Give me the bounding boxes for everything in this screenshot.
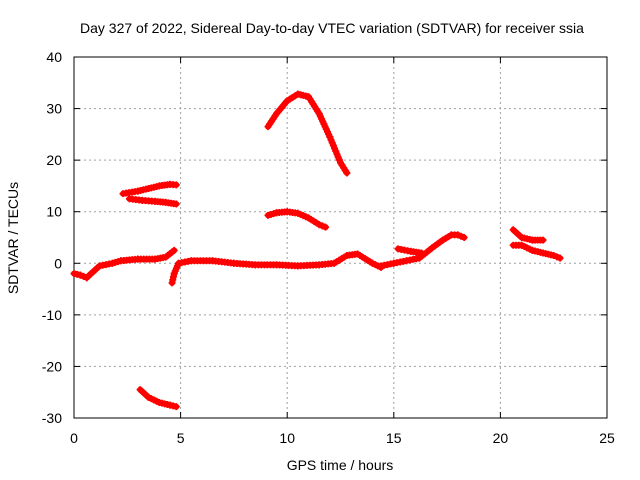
data-point-marker	[343, 169, 351, 177]
y-tick-label: -20	[42, 358, 62, 374]
x-tick-label: 5	[177, 430, 185, 446]
data-point-marker	[418, 249, 426, 257]
x-tick-labels: 0 5 10 15 20 25	[70, 430, 615, 446]
series-track-late-2	[509, 241, 564, 262]
data-point-marker	[172, 403, 180, 411]
x-tick-label: 25	[599, 430, 615, 446]
series-track-main-3	[377, 231, 468, 270]
data-point-marker	[172, 181, 180, 189]
series-track-hump-high	[264, 90, 351, 177]
x-tick-label: 10	[279, 430, 295, 446]
x-tick-label: 15	[386, 430, 402, 446]
data-point-marker	[457, 232, 465, 240]
data-point-marker	[318, 222, 326, 230]
y-axis-label: SDTVAR / TECUs	[5, 182, 21, 294]
series-track-upper-1	[119, 180, 180, 198]
series-track-main-1	[70, 246, 178, 282]
axis-ticks	[73, 56, 608, 419]
x-tick-label: 20	[493, 430, 509, 446]
data-point-marker	[553, 253, 561, 261]
data-point-marker	[172, 200, 180, 208]
chart-title: Day 327 of 2022, Sidereal Day-to-day VTE…	[80, 20, 584, 36]
y-tick-label: 20	[46, 152, 62, 168]
series-track-main-2	[168, 250, 385, 287]
y-tick-label: -30	[42, 410, 62, 426]
y-tick-label: 10	[46, 204, 62, 220]
data-point-marker	[556, 254, 564, 262]
data-point-marker	[550, 252, 558, 260]
data-point-marker	[454, 231, 462, 239]
y-tick-label: 30	[46, 101, 62, 117]
plot-frame	[73, 56, 608, 419]
series-track-negative	[136, 386, 180, 411]
y-tick-label: -10	[42, 307, 62, 323]
data-point-marker	[170, 246, 178, 254]
data-series	[70, 90, 564, 411]
y-tick-label: 40	[46, 49, 62, 65]
data-point-marker	[76, 271, 84, 279]
x-tick-label: 0	[70, 430, 78, 446]
series-track-main-4	[394, 245, 426, 257]
y-tick-label: 0	[54, 255, 62, 271]
data-point-marker	[322, 223, 330, 231]
series-track-late-1	[509, 226, 547, 244]
y-tick-labels: -30 -20 -10 0 10 20 30 40	[42, 49, 62, 426]
series-track-upper-2	[125, 195, 180, 208]
x-axis-label: GPS time / hours	[287, 457, 394, 473]
data-point-marker	[315, 221, 323, 229]
data-point-marker	[460, 234, 468, 241]
data-point-marker	[539, 236, 547, 244]
series-track-hump-low	[264, 208, 330, 231]
